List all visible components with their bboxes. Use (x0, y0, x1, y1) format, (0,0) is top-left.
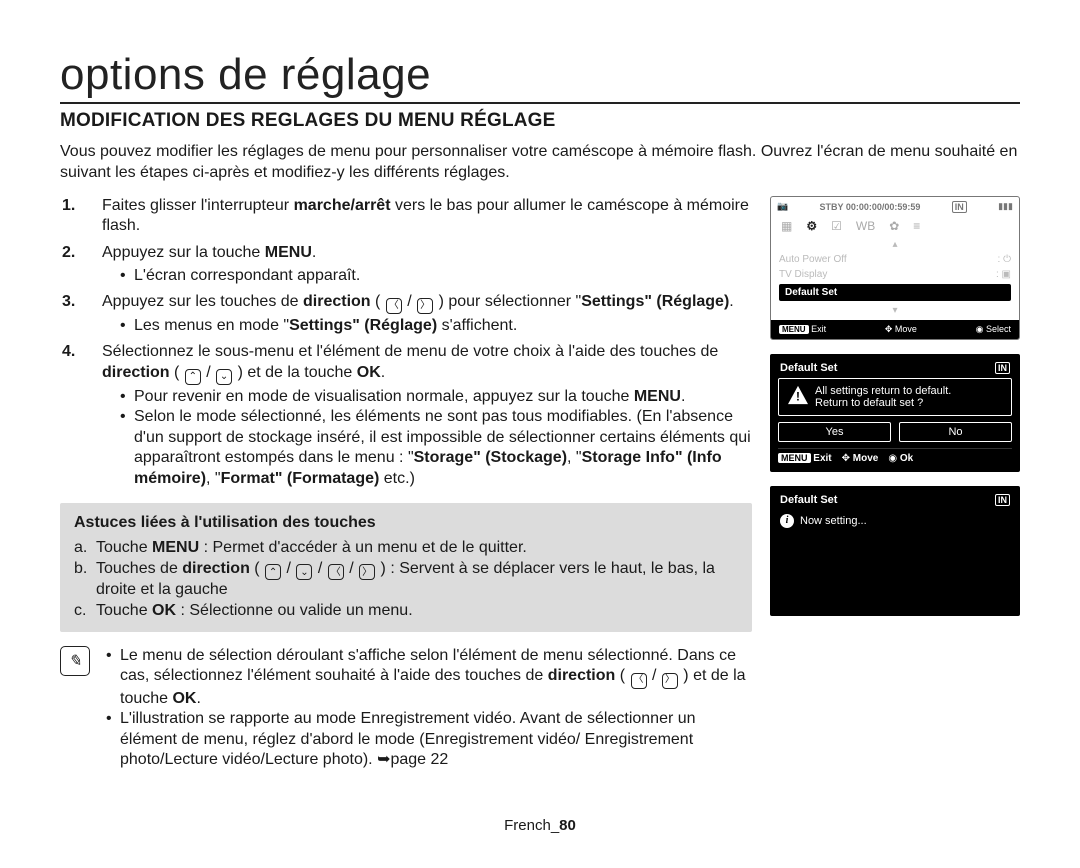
step-1: 1. Faites glisser l'interrupteur marche/… (80, 196, 752, 238)
tip-c: c.Touche OK : Sélectionne ou valide un m… (74, 601, 738, 622)
up-arrow-icon: ⌃ (185, 369, 201, 385)
step-4-sub-1: Pour revenir en mode de visualisation no… (120, 387, 752, 407)
note-1: Le menu de sélection déroulant s'affiche… (106, 646, 752, 709)
info-icon: i (780, 514, 794, 528)
step-4: 4. Sélectionnez le sous-menu et l'élémen… (80, 342, 752, 489)
menu-tag-icon: MENU (779, 325, 809, 334)
note-2: L'illustration se rapporte au mode Enreg… (106, 709, 752, 770)
right-arrow-icon: 〉 (662, 673, 678, 689)
tab-icon: ✿ (889, 219, 899, 233)
menu-tag-icon: MENU (778, 453, 811, 463)
footer-ok: Ok (897, 453, 913, 464)
tab-icon: WB (856, 219, 875, 233)
menu-item: TV Display: ▣ (779, 269, 1011, 280)
step-3-sub: Les menus en mode "Settings" (Réglage) s… (120, 316, 752, 336)
left-arrow-icon: 〈 (386, 298, 402, 314)
svg-text:!: ! (796, 389, 800, 403)
menu-item: Auto Power Off: ⏻ (779, 254, 1011, 265)
footer-move: Move (850, 453, 878, 464)
footer-exit: Exit (811, 453, 832, 464)
menu-item-selected: Default Set (779, 284, 1011, 301)
status-line: STBY 00:00:00/00:59:59 (820, 202, 921, 212)
dialog-message-2: Return to default set ? (815, 397, 951, 409)
tips-box: Astuces liées à l'utilisation des touche… (60, 503, 752, 632)
right-arrow-icon: 〉 (359, 564, 375, 580)
yes-button[interactable]: Yes (778, 422, 891, 442)
camcorder-screen-menu: 📷 STBY 00:00:00/00:59:59 IN ▮▮▮ ▦ ⚙ ☑ WB… (770, 196, 1020, 340)
step-2: 2. Appuyez sur la touche MENU. L'écran c… (80, 243, 752, 286)
right-arrow-icon: 〉 (417, 298, 433, 314)
camcorder-screen-progress: Default Set IN i Now setting... (770, 486, 1020, 616)
footer-exit: Exit (809, 324, 827, 334)
tip-b: b.Touches de direction ( ⌃ / ⌄ / 〈 / 〉 )… (74, 559, 738, 601)
page-footer: French_80 (0, 817, 1080, 834)
tab-icon: ▦ (781, 219, 792, 233)
step-3: 3. Appuyez sur les touches de direction … (80, 292, 752, 336)
warning-icon: ! (787, 385, 809, 409)
screenshots-column: 📷 STBY 00:00:00/00:59:59 IN ▮▮▮ ▦ ⚙ ☑ WB… (770, 196, 1020, 771)
tab-icon: ☑ (831, 219, 842, 233)
step-2-sub: L'écran correspondant apparaît. (120, 266, 752, 286)
camcorder-icon: 📷 (777, 201, 788, 212)
footer-move: Move (892, 324, 917, 334)
up-arrow-icon: ⌃ (265, 564, 281, 580)
dialog-message-1: All settings return to default. (815, 385, 951, 397)
step-4-sub-2: Selon le mode sélectionné, les éléments … (120, 407, 752, 489)
left-arrow-icon: 〈 (328, 564, 344, 580)
storage-in-icon: IN (995, 362, 1010, 374)
storage-in-icon: IN (952, 201, 967, 213)
footer-select: Select (983, 324, 1011, 334)
battery-icon: ▮▮▮ (998, 201, 1013, 212)
dialog-title: Default Set (780, 362, 837, 374)
left-arrow-icon: 〈 (631, 673, 647, 689)
tips-heading: Astuces liées à l'utilisation des touche… (74, 513, 738, 534)
no-button[interactable]: No (899, 422, 1012, 442)
tab-icon-active: ⚙ (806, 219, 817, 233)
note-icon: ✎ (60, 646, 90, 676)
down-arrow-icon: ⌄ (216, 369, 232, 385)
camcorder-screen-confirm: Default Set IN ! All settings return to d… (770, 354, 1020, 472)
instructions-column: 1. Faites glisser l'interrupteur marche/… (60, 196, 752, 771)
tip-a: a.Touche MENU : Permet d'accéder à un me… (74, 538, 738, 559)
ok-icon: ◉ (888, 453, 897, 464)
intro-paragraph: Vous pouvez modifier les réglages de men… (60, 142, 1020, 184)
dialog-title: Default Set (780, 494, 837, 506)
move-icon: ✥ (842, 453, 850, 464)
storage-in-icon: IN (995, 494, 1010, 506)
progress-message: Now setting... (800, 515, 867, 527)
down-arrow-icon: ⌄ (296, 564, 312, 580)
section-heading: MODIFICATION DES REGLAGES DU MENU RÉGLAG… (60, 110, 1020, 132)
tab-icon: ≡ (913, 219, 920, 233)
page-title: options de réglage (60, 50, 1020, 104)
